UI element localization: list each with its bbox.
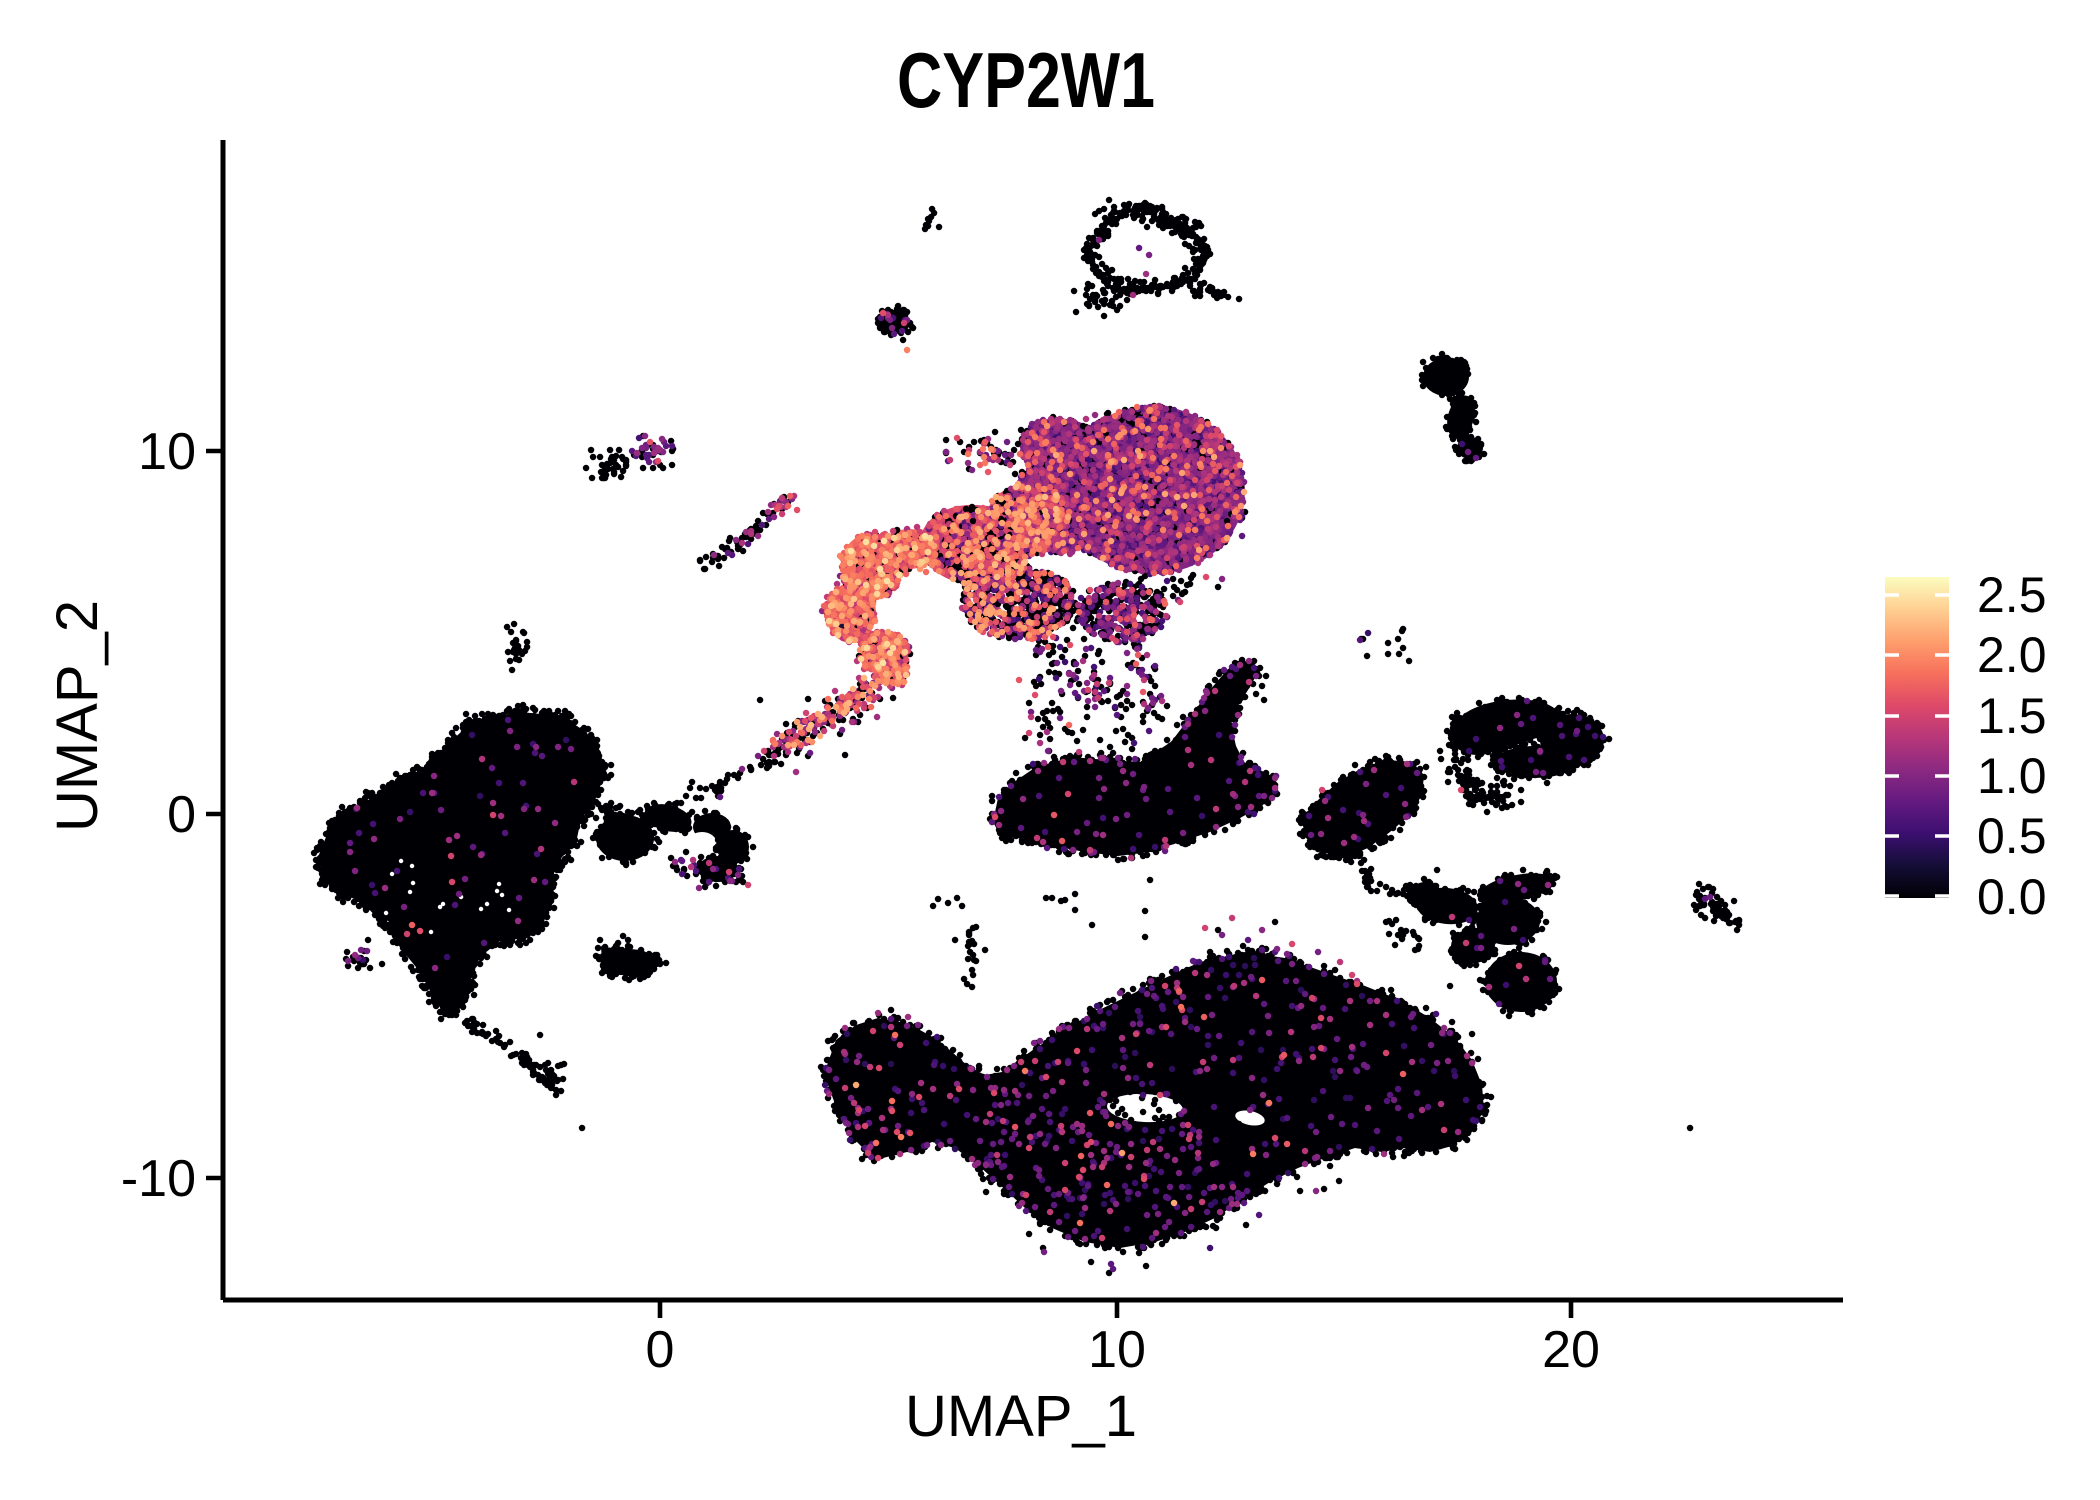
svg-text:0.5: 0.5 (1977, 808, 2047, 864)
svg-text:1.5: 1.5 (1977, 688, 2047, 744)
svg-text:-10: -10 (121, 1150, 196, 1208)
svg-text:2.5: 2.5 (1977, 567, 2047, 623)
svg-text:2.0: 2.0 (1977, 627, 2047, 683)
svg-text:CYP2W1: CYP2W1 (897, 36, 1155, 124)
svg-text:0: 0 (167, 786, 196, 844)
svg-text:1.0: 1.0 (1977, 748, 2047, 804)
svg-text:0: 0 (646, 1321, 675, 1379)
svg-text:UMAP_2: UMAP_2 (45, 600, 110, 832)
svg-text:0.0: 0.0 (1977, 869, 2047, 925)
svg-text:UMAP_1: UMAP_1 (905, 1384, 1137, 1449)
svg-text:10: 10 (1088, 1321, 1146, 1379)
svg-text:10: 10 (138, 423, 196, 481)
svg-text:20: 20 (1542, 1321, 1600, 1379)
